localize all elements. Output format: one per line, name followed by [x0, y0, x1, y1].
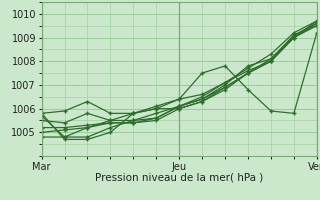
X-axis label: Pression niveau de la mer( hPa ): Pression niveau de la mer( hPa ) — [95, 173, 263, 183]
